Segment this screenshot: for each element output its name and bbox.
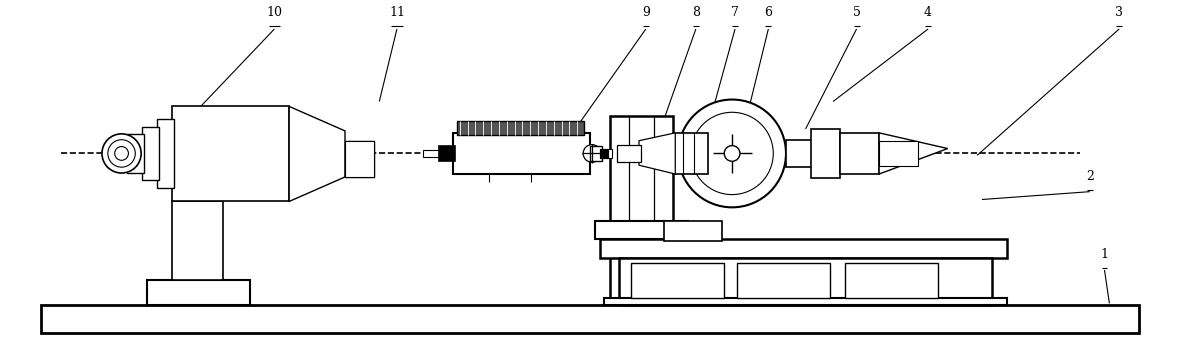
Bar: [157, 119, 175, 188]
Bar: [599, 239, 1007, 258]
Bar: [345, 141, 374, 177]
Text: 7: 7: [732, 6, 739, 19]
Circle shape: [691, 112, 773, 195]
Text: 5: 5: [853, 6, 860, 19]
Bar: [345, 141, 374, 177]
Bar: [171, 202, 223, 280]
Text: 11: 11: [389, 6, 405, 19]
Bar: [786, 140, 840, 167]
Bar: [424, 149, 441, 158]
Circle shape: [107, 140, 136, 167]
Bar: [41, 305, 1139, 333]
Polygon shape: [289, 106, 345, 202]
Bar: [127, 134, 144, 173]
Bar: [148, 280, 250, 305]
Circle shape: [101, 134, 142, 173]
Bar: [879, 141, 918, 166]
Polygon shape: [879, 133, 948, 174]
Bar: [845, 263, 938, 298]
Text: 4: 4: [924, 6, 932, 19]
Circle shape: [725, 146, 740, 161]
Circle shape: [583, 145, 601, 162]
Bar: [610, 116, 674, 298]
Bar: [590, 146, 602, 161]
Bar: [142, 127, 159, 180]
Text: 1: 1: [1101, 248, 1108, 261]
Text: 2: 2: [1086, 170, 1094, 183]
Bar: [631, 263, 725, 298]
Polygon shape: [640, 133, 675, 174]
Bar: [811, 129, 840, 178]
Text: 8: 8: [691, 6, 700, 19]
Circle shape: [678, 99, 786, 207]
Bar: [738, 263, 830, 298]
Bar: [171, 106, 289, 202]
Bar: [599, 148, 608, 158]
Text: 9: 9: [642, 6, 650, 19]
Bar: [840, 133, 879, 174]
Bar: [439, 146, 454, 161]
Bar: [595, 221, 688, 239]
Bar: [663, 221, 722, 241]
Text: 3: 3: [1115, 6, 1123, 19]
Bar: [617, 145, 641, 162]
Bar: [453, 133, 590, 174]
Bar: [604, 298, 1007, 305]
Text: 10: 10: [267, 6, 282, 19]
Bar: [674, 133, 708, 174]
Bar: [457, 121, 584, 135]
Text: 6: 6: [765, 6, 773, 19]
Circle shape: [114, 147, 129, 160]
Bar: [620, 258, 992, 305]
Bar: [599, 148, 611, 158]
